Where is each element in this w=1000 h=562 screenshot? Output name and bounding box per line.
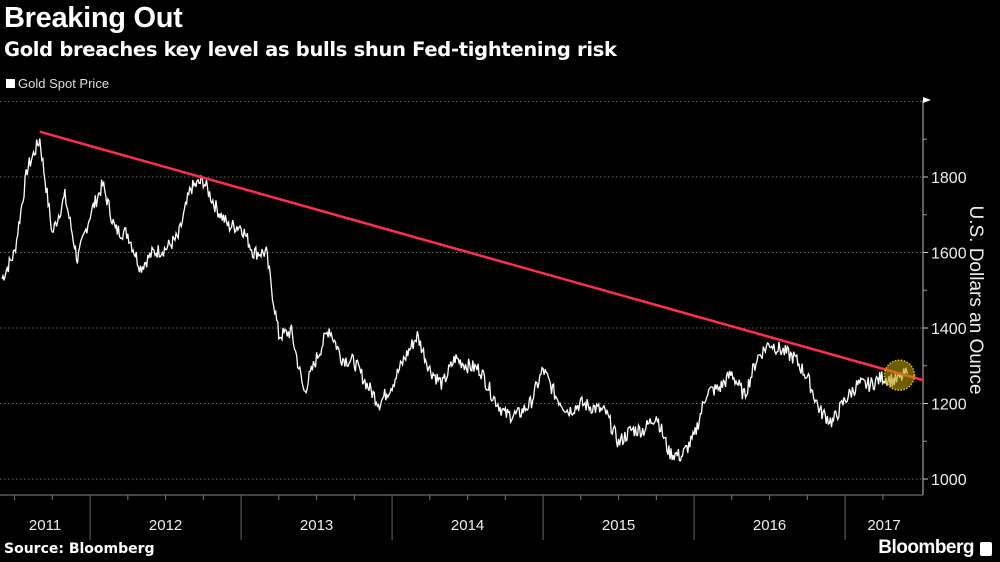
y-tick-label: 1400 — [931, 321, 967, 338]
legend: Gold Spot Price — [6, 76, 109, 91]
x-tick-label: 2015 — [602, 517, 635, 534]
legend-label: Gold Spot Price — [18, 76, 110, 91]
x-tick-label: 2012 — [149, 517, 182, 534]
source-note: Source: Bloomberg — [4, 541, 155, 557]
y-axis-arrow — [923, 97, 931, 103]
chart-title: Breaking Out — [4, 2, 183, 34]
x-tick-label: 2011 — [29, 517, 61, 534]
series-line-gold-spot-price — [1, 138, 909, 462]
x-tick-label: 2016 — [753, 517, 786, 534]
x-tick-label: 2013 — [300, 517, 333, 534]
y-tick-label: 1600 — [931, 246, 967, 263]
brand-logo: Bloomberg — [878, 537, 974, 558]
legend-swatch — [6, 79, 15, 88]
bloomberg-icon — [980, 542, 992, 556]
y-tick-label: 1800 — [931, 170, 967, 187]
y-tick-label: 1200 — [931, 397, 967, 414]
y-tick-label: 1000 — [931, 472, 967, 489]
highlight-circle — [883, 359, 916, 391]
chart-subtitle: Gold breaches key level as bulls shun Fe… — [4, 38, 617, 61]
trendline — [39, 130, 924, 382]
x-tick-label: 2014 — [451, 517, 484, 534]
x-tick-label: 2017 — [867, 517, 900, 534]
